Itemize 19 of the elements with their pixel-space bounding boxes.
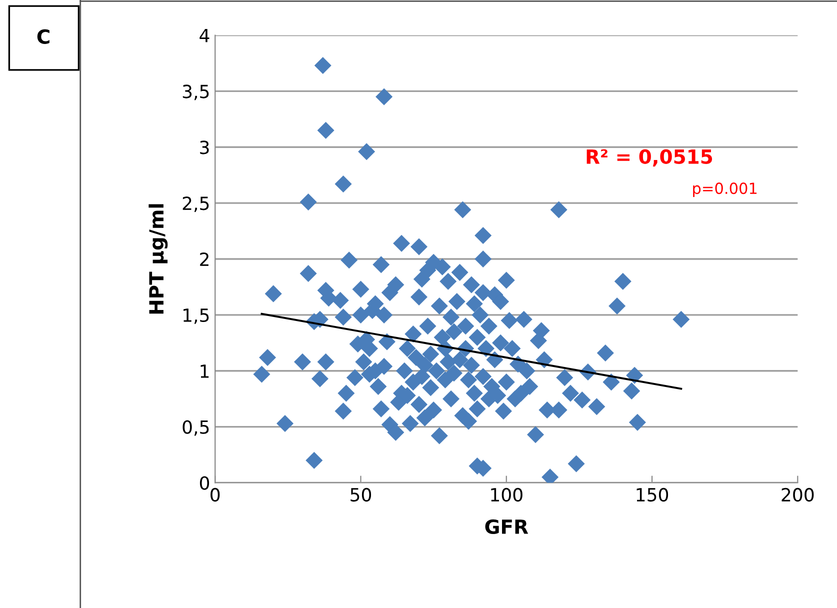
x-tick-label: 100 xyxy=(491,488,522,502)
text: C xyxy=(37,29,50,44)
annotation: p=0.001 xyxy=(693,182,757,198)
annotation: R² = 0,0515 xyxy=(586,149,712,166)
y-tick-label: 2,5 xyxy=(182,196,209,212)
y-tick-label: 2 xyxy=(200,252,208,266)
x-tick-label: 0 xyxy=(210,488,220,502)
y-tick-label: 0 xyxy=(200,476,210,490)
y-tick-label: 3,5 xyxy=(182,84,209,100)
y-tick-label: 1,5 xyxy=(184,308,209,324)
x-axis-title: GFR xyxy=(485,519,528,534)
y-tick-label: 4 xyxy=(200,28,210,42)
y-tick-label: 0,5 xyxy=(182,420,209,436)
y-axis-title: HPT µg/ml xyxy=(148,204,168,314)
y-tick-label: 1 xyxy=(200,364,209,378)
x-tick-label: 50 xyxy=(350,488,372,502)
x-tick-label: 150 xyxy=(636,488,668,502)
x-tick-label: 200 xyxy=(782,488,814,502)
y-tick-label: 3 xyxy=(200,140,209,154)
